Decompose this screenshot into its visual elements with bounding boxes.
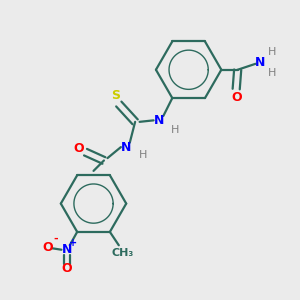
Text: +: + <box>69 238 77 248</box>
Text: N: N <box>255 56 265 69</box>
Text: H: H <box>268 68 276 78</box>
Text: CH₃: CH₃ <box>111 248 134 258</box>
Text: H: H <box>268 47 276 57</box>
Text: N: N <box>61 243 72 256</box>
Text: H: H <box>138 150 147 161</box>
Text: O: O <box>61 262 72 275</box>
Text: O: O <box>42 241 53 254</box>
Text: O: O <box>74 142 84 155</box>
Text: H: H <box>171 125 179 135</box>
Text: N: N <box>121 141 131 154</box>
Text: -: - <box>53 233 58 243</box>
Text: S: S <box>111 89 120 102</box>
Text: O: O <box>231 91 242 104</box>
Text: N: N <box>154 114 164 127</box>
